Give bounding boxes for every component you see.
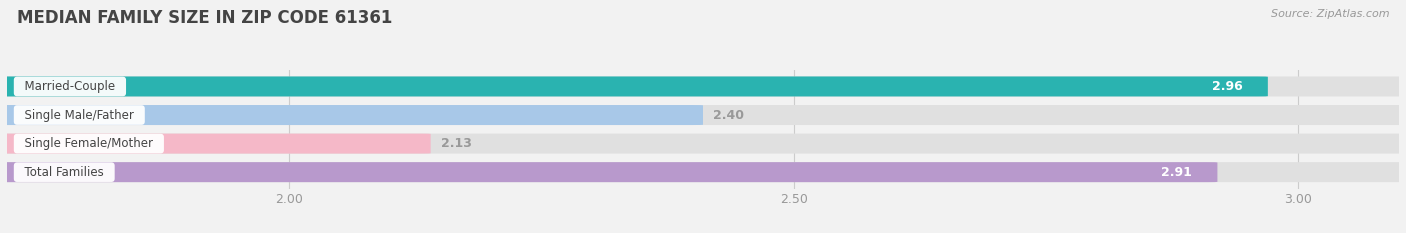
Text: MEDIAN FAMILY SIZE IN ZIP CODE 61361: MEDIAN FAMILY SIZE IN ZIP CODE 61361: [17, 9, 392, 27]
FancyBboxPatch shape: [0, 105, 1406, 125]
Text: Single Female/Mother: Single Female/Mother: [17, 137, 160, 150]
FancyBboxPatch shape: [0, 162, 1406, 182]
FancyBboxPatch shape: [0, 134, 430, 154]
FancyBboxPatch shape: [0, 105, 703, 125]
Text: 2.13: 2.13: [440, 137, 471, 150]
Text: Single Male/Father: Single Male/Father: [17, 109, 142, 122]
Text: Married-Couple: Married-Couple: [17, 80, 122, 93]
Text: 2.96: 2.96: [1212, 80, 1243, 93]
FancyBboxPatch shape: [0, 76, 1406, 96]
FancyBboxPatch shape: [0, 76, 1268, 96]
Text: 2.91: 2.91: [1161, 166, 1192, 179]
FancyBboxPatch shape: [0, 134, 1406, 154]
FancyBboxPatch shape: [0, 162, 1218, 182]
Text: 2.40: 2.40: [713, 109, 744, 122]
Text: Total Families: Total Families: [17, 166, 111, 179]
Text: Source: ZipAtlas.com: Source: ZipAtlas.com: [1271, 9, 1389, 19]
